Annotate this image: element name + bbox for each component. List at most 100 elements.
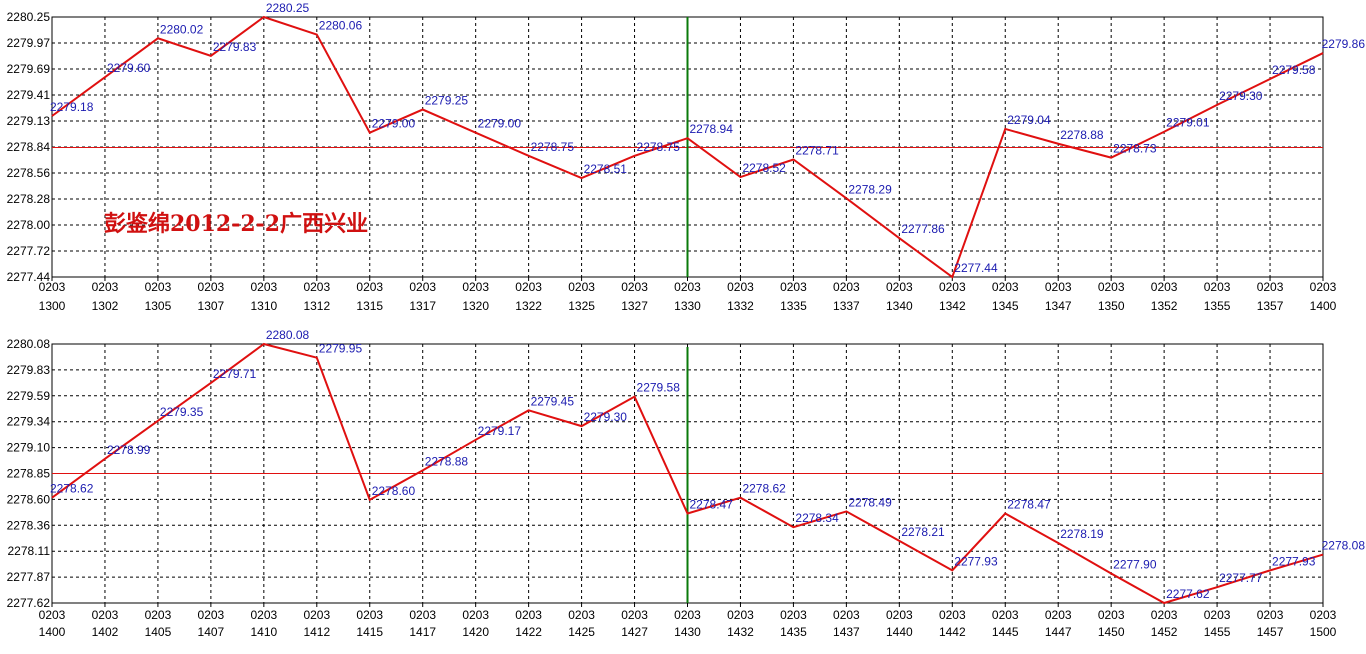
chart1-x-tick-label-date: 0203	[409, 280, 436, 294]
chart2-data-label: 2279.30	[584, 410, 628, 424]
chart2-data-label: 2279.95	[319, 342, 363, 356]
chart1-y-tick-label: 2278.28	[7, 192, 51, 206]
chart1-data-label: 2280.06	[319, 19, 363, 33]
chart2-x-tick-label-date: 0203	[303, 608, 330, 622]
chart1-x-tick-label-date: 0203	[886, 280, 913, 294]
chart2-x-tick-label-date: 0203	[250, 608, 277, 622]
chart2-data-label: 2278.88	[425, 454, 469, 468]
chart2-data-label: 2278.47	[690, 498, 734, 512]
chart2-data-label: 2278.08	[1322, 539, 1366, 553]
annotation-text: 彭鉴绵2012-2-2广西兴业	[104, 211, 369, 237]
chart2-data-label: 2278.49	[848, 495, 892, 509]
chart2-x-tick-label-time: 1435	[780, 625, 807, 639]
chart1-y-tick-label: 2278.00	[7, 218, 51, 232]
chart1-data-label: 2278.75	[531, 140, 575, 154]
chart2-x-tick-label-time: 1405	[145, 625, 172, 639]
chart2-x-tick-label-time: 1452	[1151, 625, 1178, 639]
chart2-x-tick-label-time: 1457	[1257, 625, 1284, 639]
chart2-x-tick-label-date: 0203	[886, 608, 913, 622]
chart1-data-label: 2279.18	[50, 100, 94, 114]
chart1-x-tick-label-time: 1322	[515, 299, 542, 313]
chart2-x-tick-label-time: 1420	[462, 625, 489, 639]
chart1-data-label: 2279.30	[1219, 89, 1263, 103]
chart2-x-tick-label-time: 1447	[1045, 625, 1072, 639]
chart1-data-label: 2277.44	[954, 261, 998, 275]
chart1-y-tick-label: 2279.41	[7, 88, 51, 102]
chart1-x-tick-label-date: 0203	[250, 280, 277, 294]
chart1-x-tick-label-date: 0203	[92, 280, 119, 294]
chart2-x-tick-label-date: 0203	[939, 608, 966, 622]
chart1-data-label: 2278.73	[1113, 142, 1157, 156]
chart1-y-tick-label: 2278.84	[7, 140, 51, 154]
chart1-x-tick-label-time: 1302	[92, 299, 119, 313]
chart1-x-tick-label-time: 1327	[621, 299, 648, 313]
chart1-x-tick-label-time: 1300	[39, 299, 66, 313]
chart2-x-tick-label-time: 1437	[833, 625, 860, 639]
chart1-x-tick-label-time: 1352	[1151, 299, 1178, 313]
chart1-x-tick-label-date: 0203	[303, 280, 330, 294]
chart2-y-tick-label: 2279.10	[7, 441, 51, 455]
chart2-x-tick-label-date: 0203	[145, 608, 172, 622]
chart2-y-tick-label: 2277.87	[7, 570, 51, 584]
chart2-series-line	[51, 342, 1324, 605]
chart1-x-tick-label-time: 1337	[833, 299, 860, 313]
chart2-x-tick-label-date: 0203	[39, 608, 66, 622]
chart2-data-label: 2280.08	[266, 328, 310, 342]
chart2-data-label: 2277.93	[954, 554, 998, 568]
chart1-y-tick-label: 2277.44	[7, 270, 51, 284]
chart2-x-tick-label-time: 1402	[92, 625, 119, 639]
chart2-y-tick-label: 2278.11	[8, 544, 51, 558]
chart1-x-tick-label-date: 0203	[1310, 280, 1337, 294]
chart1-data-label: 2278.52	[742, 161, 786, 175]
chart1-x-tick-label-time: 1315	[356, 299, 383, 313]
chart2-x-tick-label-time: 1430	[674, 625, 701, 639]
chart2-x-tick-label-date: 0203	[833, 608, 860, 622]
chart1-x-tick-label-time: 1332	[727, 299, 754, 313]
chart2-x-tick-label-time: 1415	[356, 625, 383, 639]
chart1-x-tick-label-time: 1340	[886, 299, 913, 313]
chart2-x-tick-label-time: 1407	[198, 625, 225, 639]
chart1-data-label: 2280.02	[160, 22, 204, 36]
chart1-y-tick-label: 2277.72	[7, 244, 51, 258]
chart1-x-tick-label-time: 1342	[939, 299, 966, 313]
chart1-x-tick-label-date: 0203	[356, 280, 383, 294]
chart2-x-tick-label-time: 1440	[886, 625, 913, 639]
chart2-x-tick-label-date: 0203	[568, 608, 595, 622]
chart1-x-tick-label-time: 1357	[1257, 299, 1284, 313]
chart1-x-tick-label-time: 1400	[1310, 299, 1337, 313]
chart1-x-tick-label-time: 1320	[462, 299, 489, 313]
chart1-x-tick-label-date: 0203	[515, 280, 542, 294]
chart2-x-tick-label-date: 0203	[1098, 608, 1125, 622]
chart2-y-tick-label: 2278.85	[7, 467, 51, 481]
chart2-x-tick-label-date: 0203	[621, 608, 648, 622]
chart2-x-tick-label-time: 1417	[409, 625, 436, 639]
chart2-x-tick-label-date: 0203	[1151, 608, 1178, 622]
chart2-data-label: 2279.35	[160, 405, 204, 419]
chart2-data-label: 2278.19	[1060, 527, 1104, 541]
chart1-x-tick-label-date: 0203	[1098, 280, 1125, 294]
chart1-x-tick-label-time: 1350	[1098, 299, 1125, 313]
chart1-data-label: 2278.88	[1060, 128, 1104, 142]
chart2-data-label: 2279.45	[531, 394, 575, 408]
chart2-x-tick-label-time: 1410	[250, 625, 277, 639]
chart2-data-label: 2278.62	[742, 482, 786, 496]
chart1-x-tick-label-time: 1307	[198, 299, 225, 313]
chart1-data-label: 2278.94	[690, 122, 734, 136]
chart2-y-tick-label: 2278.60	[7, 492, 51, 506]
chart1-y-tick-label: 2278.56	[7, 166, 51, 180]
chart2-y-tick-label: 2279.59	[7, 389, 51, 403]
chart2-data-label: 2279.17	[478, 424, 522, 438]
chart1-data-label: 2278.51	[584, 162, 628, 176]
chart1-x-tick-label-date: 0203	[39, 280, 66, 294]
chart1-x-tick-label-time: 1325	[568, 299, 595, 313]
chart2-x-tick-label-date: 0203	[462, 608, 489, 622]
chart2-x-tick-label-time: 1455	[1204, 625, 1231, 639]
chart1-data-label: 2280.25	[266, 1, 310, 15]
chart2-x-tick-label-time: 1427	[621, 625, 648, 639]
chart1-series-line	[51, 15, 1324, 279]
chart1-data-label: 2279.86	[1322, 37, 1366, 51]
chart2-x-tick-label-time: 1412	[303, 625, 330, 639]
chart1-x-tick-label-time: 1312	[303, 299, 330, 313]
chart1-x-tick-label-time: 1310	[250, 299, 277, 313]
chart2-x-tick-label-date: 0203	[356, 608, 383, 622]
